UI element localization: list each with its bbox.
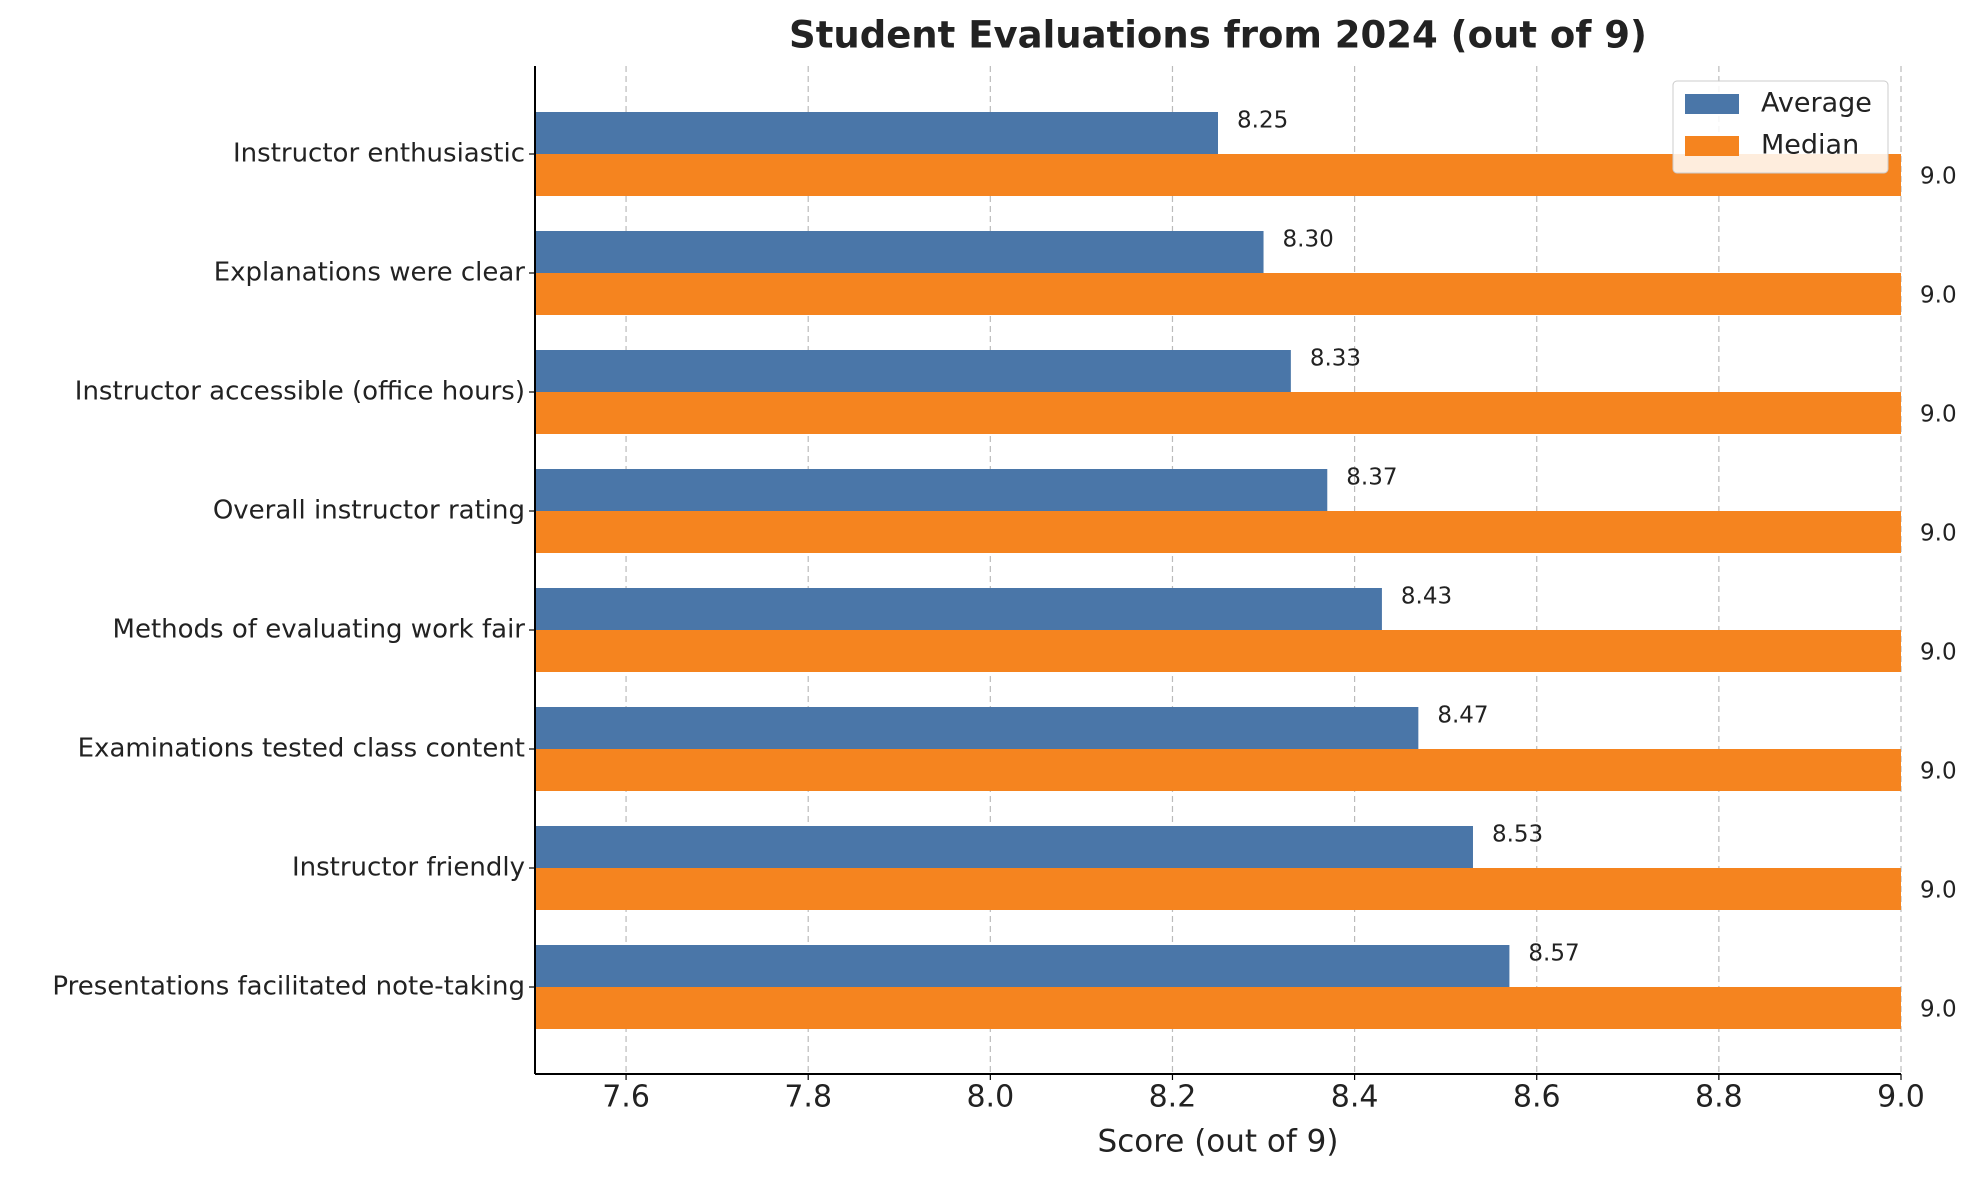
bar [535, 350, 1291, 392]
value-label: 8.30 [1283, 227, 1334, 253]
bar [535, 749, 1901, 791]
value-label: 8.57 [1528, 941, 1579, 967]
y-tick-label: Presentations facilitated note-taking [52, 972, 525, 1002]
value-label: 8.25 [1237, 108, 1288, 134]
x-tick-label: 8.0 [966, 1080, 1014, 1115]
chart-title: Student Evaluations from 2024 (out of 9) [789, 14, 1647, 57]
legend-swatch [1685, 94, 1739, 114]
y-tick-label: Overall instructor rating [213, 496, 525, 526]
bar [535, 868, 1901, 910]
bar [535, 231, 1264, 273]
bar [535, 707, 1419, 749]
bar [535, 987, 1901, 1029]
value-label: 9.0 [1920, 521, 1957, 547]
value-label: 9.0 [1920, 640, 1957, 666]
bar [535, 112, 1218, 154]
value-label: 9.0 [1920, 997, 1957, 1023]
value-label: 9.0 [1920, 402, 1957, 428]
value-label: 9.0 [1920, 759, 1957, 785]
value-label: 9.0 [1920, 164, 1957, 190]
value-label: 9.0 [1920, 283, 1957, 309]
value-label: 8.37 [1346, 465, 1397, 491]
x-tick-label: 7.8 [784, 1080, 832, 1115]
value-label: 8.43 [1401, 584, 1452, 610]
bar [535, 469, 1328, 511]
x-tick-label: 9.0 [1877, 1080, 1925, 1115]
y-tick-label: Instructor friendly [292, 853, 525, 883]
y-tick-label: Explanations were clear [214, 258, 526, 288]
value-label: 8.47 [1437, 703, 1488, 729]
bar [535, 273, 1901, 315]
y-tick-label: Examinations tested class content [78, 734, 525, 764]
bar [535, 630, 1901, 672]
bar [535, 588, 1382, 630]
y-tick-label: Instructor accessible (office hours) [75, 377, 525, 407]
legend-swatch [1685, 136, 1739, 156]
y-tick-label: Instructor enthusiastic [233, 139, 525, 169]
x-tick-label: 8.2 [1149, 1080, 1197, 1115]
value-label: 8.33 [1310, 346, 1361, 372]
legend-label: Average [1761, 88, 1872, 119]
legend-label: Median [1761, 130, 1859, 161]
x-tick-label: 8.8 [1695, 1080, 1743, 1115]
x-tick-label: 8.6 [1513, 1080, 1561, 1115]
y-tick-label: Methods of evaluating work fair [113, 615, 526, 645]
value-label: 8.53 [1492, 822, 1543, 848]
bar [535, 392, 1901, 434]
x-axis-label: Score (out of 9) [1098, 1124, 1339, 1160]
value-label: 9.0 [1920, 878, 1957, 904]
x-tick-label: 7.6 [602, 1080, 650, 1115]
bar [535, 511, 1901, 553]
x-tick-label: 8.4 [1331, 1080, 1379, 1115]
bar [535, 826, 1473, 868]
bar [535, 945, 1510, 987]
